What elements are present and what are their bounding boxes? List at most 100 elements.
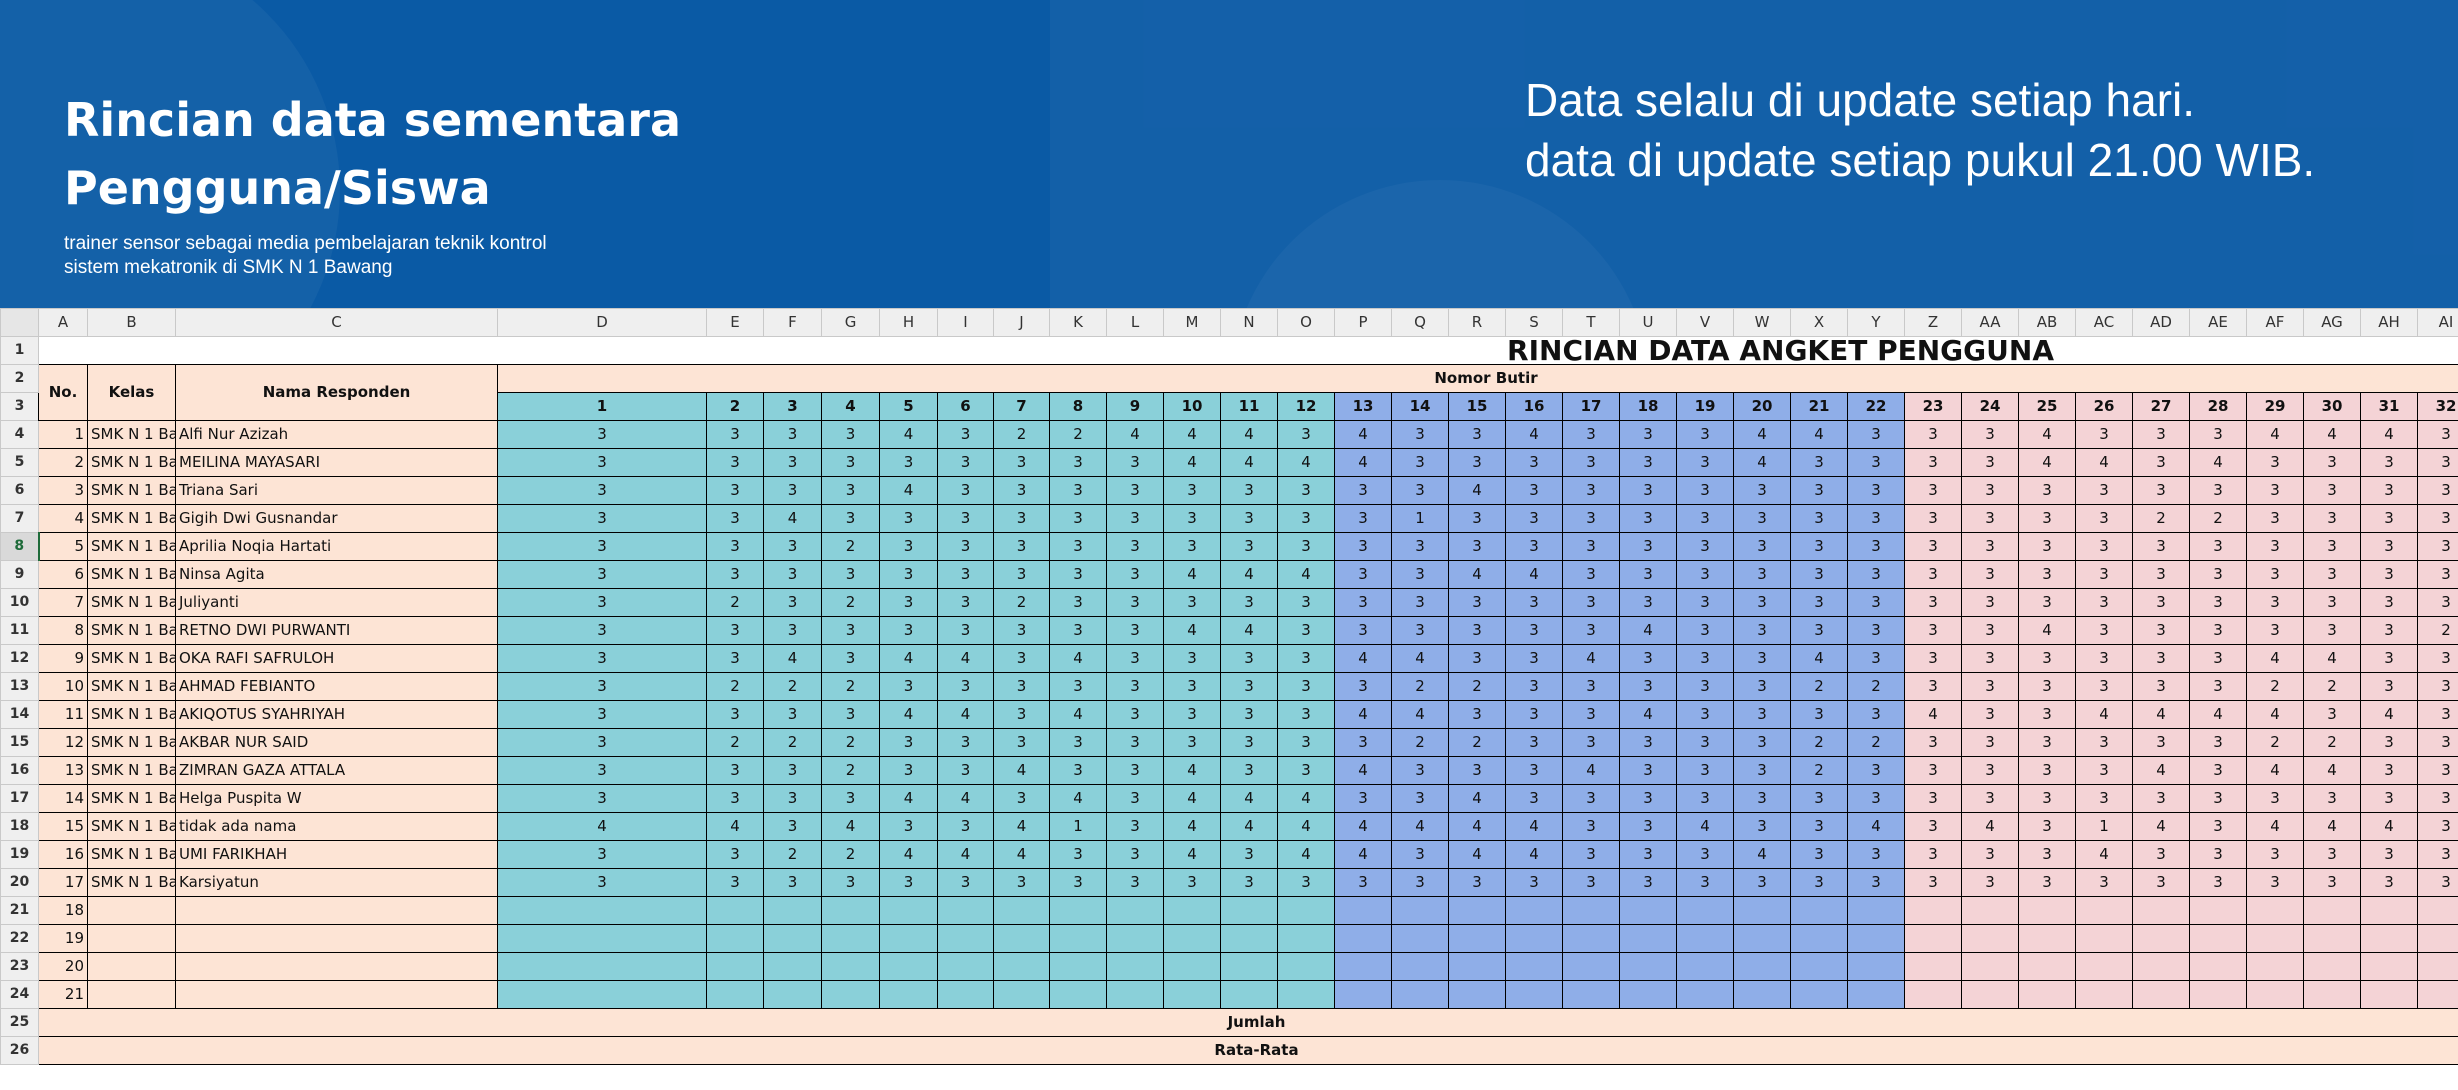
cell-score[interactable]: 3	[2132, 784, 2190, 813]
cell-score[interactable]: 4	[1448, 560, 1506, 589]
row-header[interactable]: 13	[0, 672, 39, 701]
cell-score[interactable]: 3	[1961, 700, 2019, 729]
cell-score[interactable]: 3	[1391, 784, 1449, 813]
cell-score[interactable]: 3	[1163, 868, 1221, 897]
cell-score[interactable]: 3	[2246, 504, 2304, 533]
cell-score[interactable]: 3	[1277, 700, 1335, 729]
cell-score[interactable]: 3	[821, 644, 880, 673]
item-number[interactable]: 2	[706, 392, 764, 421]
cell-no[interactable]: 19	[38, 924, 88, 953]
cell-score[interactable]: 3	[1448, 868, 1506, 897]
cell-score[interactable]: 4	[1391, 700, 1449, 729]
column-header[interactable]: C	[175, 308, 498, 337]
cell-score[interactable]: 3	[2189, 616, 2247, 645]
cell-score[interactable]: 3	[1106, 728, 1164, 757]
cell-score[interactable]: 4	[993, 840, 1050, 869]
cell-no[interactable]: 12	[38, 728, 88, 757]
cell-score[interactable]: 3	[1847, 840, 1905, 869]
cell-score[interactable]: 3	[1163, 532, 1221, 561]
cell-score[interactable]: 3	[1106, 588, 1164, 617]
cell-score[interactable]: 3	[1277, 672, 1335, 701]
cell-score[interactable]: 3	[706, 448, 764, 477]
cell-score[interactable]	[1220, 896, 1278, 925]
cell-score[interactable]: 3	[1619, 504, 1677, 533]
cell-score[interactable]: 3	[1790, 476, 1848, 505]
cell-score[interactable]	[937, 952, 994, 981]
cell-score[interactable]: 3	[2246, 616, 2304, 645]
cell-score[interactable]: 3	[1277, 616, 1335, 645]
cell-score[interactable]: 2	[821, 532, 880, 561]
item-number[interactable]: 17	[1562, 392, 1620, 421]
cell-score[interactable]: 4	[1619, 700, 1677, 729]
cell-score[interactable]: 3	[1163, 476, 1221, 505]
cell-kelas[interactable]: SMK N 1 Bawang / XI Mekatronika 1	[87, 560, 176, 589]
cell-score[interactable]	[1049, 952, 1107, 981]
cell-score[interactable]: 4	[1448, 784, 1506, 813]
cell-score[interactable]	[993, 924, 1050, 953]
cell-score[interactable]: 3	[2075, 504, 2133, 533]
cell-score[interactable]: 3	[1619, 532, 1677, 561]
cell-score[interactable]	[1505, 952, 1563, 981]
cell-score[interactable]: 3	[1163, 672, 1221, 701]
cell-score[interactable]: 4	[1049, 644, 1107, 673]
item-number[interactable]: 6	[937, 392, 994, 421]
cell-score[interactable]: 3	[497, 868, 707, 897]
cell-score[interactable]: 2	[763, 728, 822, 757]
cell-score[interactable]: 3	[1334, 560, 1392, 589]
cell-score[interactable]: 4	[1505, 560, 1563, 589]
item-number[interactable]: 21	[1790, 392, 1848, 421]
cell-score[interactable]	[1961, 952, 2019, 981]
row-header[interactable]: 19	[0, 840, 39, 869]
cell-score[interactable]	[2018, 924, 2076, 953]
cell-score[interactable]	[2132, 952, 2190, 981]
cell-score[interactable]	[1790, 896, 1848, 925]
cell-kelas[interactable]	[87, 924, 176, 953]
cell-score[interactable]: 3	[497, 672, 707, 701]
cell-score[interactable]: 3	[1904, 448, 1962, 477]
cell-score[interactable]	[1562, 924, 1620, 953]
item-number[interactable]: 31	[2360, 392, 2418, 421]
cell-kelas[interactable]: SMK N 1 Bawang / XI Mekatronika 1	[87, 644, 176, 673]
cell-score[interactable]: 3	[1790, 532, 1848, 561]
cell-score[interactable]	[2303, 952, 2361, 981]
cell-score[interactable]: 3	[1106, 672, 1164, 701]
cell-score[interactable]: 4	[1619, 616, 1677, 645]
select-all-corner[interactable]	[0, 308, 39, 337]
cell-score[interactable]: 3	[1619, 840, 1677, 869]
cell-kelas[interactable]: SMK N 1 Bawang / XI Mekatronika 2	[87, 420, 176, 449]
cell-score[interactable]: 3	[1790, 700, 1848, 729]
cell-score[interactable]: 4	[2018, 448, 2076, 477]
cell-score[interactable]: 2	[1790, 728, 1848, 757]
cell-score[interactable]: 3	[1277, 644, 1335, 673]
cell-kelas[interactable]: SMK N 1 Bawang / XI Mekatronika 2	[87, 868, 176, 897]
cell-kelas[interactable]: SMK N 1 Bawang / XI Mekatronika 1	[87, 448, 176, 477]
cell-score[interactable]	[993, 896, 1050, 925]
cell-score[interactable]	[1847, 980, 1905, 1009]
cell-score[interactable]: 3	[2360, 784, 2418, 813]
cell-score[interactable]	[1790, 952, 1848, 981]
cell-nama[interactable]: Gigih Dwi Gusnandar	[175, 504, 498, 533]
cell-score[interactable]: 4	[706, 812, 764, 841]
cell-nama[interactable]: Aprilia Noqia Hartati	[175, 532, 498, 561]
cell-score[interactable]: 4	[2303, 756, 2361, 785]
cell-score[interactable]: 3	[763, 700, 822, 729]
cell-score[interactable]: 3	[1391, 476, 1449, 505]
cell-score[interactable]: 4	[1676, 812, 1734, 841]
row-header[interactable]: 16	[0, 756, 39, 785]
cell-score[interactable]: 3	[1847, 532, 1905, 561]
cell-score[interactable]: 3	[1961, 868, 2019, 897]
cell-score[interactable]: 3	[2075, 672, 2133, 701]
item-number[interactable]: 12	[1277, 392, 1335, 421]
cell-score[interactable]: 3	[1619, 672, 1677, 701]
cell-score[interactable]	[1904, 924, 1962, 953]
cell-score[interactable]: 3	[2132, 616, 2190, 645]
cell-score[interactable]: 3	[1961, 560, 2019, 589]
cell-score[interactable]	[1334, 924, 1392, 953]
cell-score[interactable]: 3	[2360, 868, 2418, 897]
cell-score[interactable]: 3	[937, 756, 994, 785]
cell-score[interactable]: 3	[1847, 448, 1905, 477]
cell-score[interactable]: 3	[2417, 784, 2458, 813]
cell-score[interactable]: 4	[879, 700, 938, 729]
cell-score[interactable]: 3	[1448, 588, 1506, 617]
cell-score[interactable]: 3	[1049, 868, 1107, 897]
